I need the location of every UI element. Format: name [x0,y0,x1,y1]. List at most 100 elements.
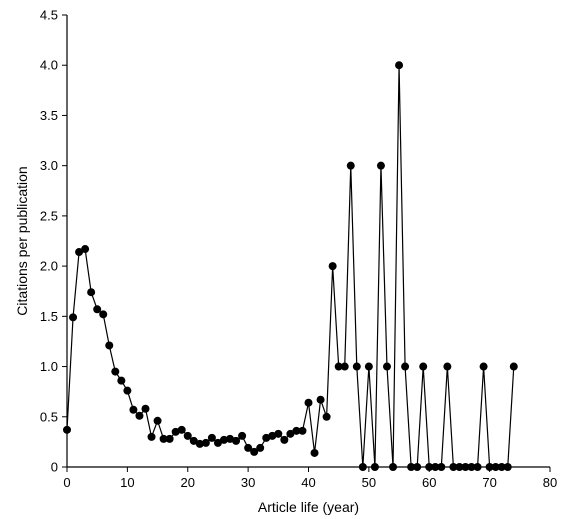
data-point [219,435,228,444]
data-point [358,463,367,471]
data-point [485,463,494,471]
data-point [201,438,210,447]
data-point [213,438,222,447]
y-tick-label: 0.5 [40,409,58,424]
y-tick-label: 0 [51,460,58,475]
data-point [69,313,78,322]
data-point [497,463,506,471]
data-point [238,431,247,440]
data-point [491,463,500,471]
data-point [111,367,120,376]
data-point [370,463,379,471]
data-point [316,395,325,404]
y-axis-title: Citations per publication [14,166,30,315]
x-tick-label: 50 [362,475,376,490]
y-tick-label: 2.0 [40,259,58,274]
data-point [159,434,168,443]
data-point [63,425,71,434]
data-point [467,463,476,471]
data-point [177,425,186,434]
y-tick-label: 3.0 [40,158,58,173]
data-point [268,431,277,440]
data-point [382,362,391,371]
data-point [250,447,259,456]
data-point [129,405,138,414]
y-tick-label: 1.5 [40,309,58,324]
data-point [280,435,289,444]
data-point [183,431,192,440]
data-point [147,432,156,441]
data-point [244,443,253,452]
data-point [310,448,319,457]
data-point [437,463,446,471]
data-point [328,262,337,271]
data-point [117,376,126,385]
data-point [99,310,108,319]
data-point [449,463,458,471]
data-point [141,404,150,413]
data-point [93,305,102,314]
data-point [479,362,488,371]
data-point [304,398,313,407]
x-tick-label: 80 [543,475,557,490]
data-point [105,341,114,350]
data-point [226,434,235,443]
data-point [274,429,283,438]
data-point [262,433,271,442]
y-tick-label: 1.0 [40,359,58,374]
data-point [135,411,144,420]
x-tick-label: 40 [301,475,315,490]
x-tick-label: 60 [422,475,436,490]
y-tick-label: 3.5 [40,108,58,123]
data-point [298,426,307,435]
data-point [389,463,398,471]
data-point [473,463,482,471]
x-tick-label: 20 [181,475,195,490]
data-point [286,429,295,438]
data-point [376,161,385,170]
y-tick-label: 4.0 [40,58,58,73]
data-point [364,362,373,371]
data-point [413,463,422,471]
x-tick-label: 30 [241,475,255,490]
data-point [165,434,174,443]
axes: 0 10 20 30 40 50 60 70 80 0 0.5 1.0 1.5 2.0 2.5 3.0 3.5 4… [40,8,557,491]
data-point [346,161,355,170]
data-point [509,362,518,371]
data-point [195,439,204,448]
x-tick-label: 70 [482,475,496,490]
data-point [395,61,404,70]
data-point [407,463,416,471]
series-layer [63,61,518,471]
data-point [431,463,440,471]
data-point [322,412,331,421]
data-point [352,362,361,371]
data-point [232,436,241,445]
data-point [75,248,84,257]
data-point [207,433,216,442]
data-point [189,436,198,445]
data-point [419,362,428,371]
data-point [153,416,162,425]
y-tick-label: 4.5 [40,8,58,23]
data-point [334,362,343,371]
x-tick-label: 10 [120,475,134,490]
data-point [171,427,180,436]
data-point [81,245,90,254]
data-point [87,288,96,297]
data-point [503,463,512,471]
data-point [340,362,349,371]
data-point [123,386,132,395]
x-axis-title: Article life (year) [258,499,359,515]
data-point [425,463,434,471]
x-tick-label: 0 [63,475,70,490]
data-point [443,362,452,371]
data-point [455,463,464,471]
data-point [256,443,265,452]
data-point [401,362,410,371]
data-point [461,463,470,471]
y-tick-label: 2.5 [40,208,58,223]
data-point [292,426,301,435]
